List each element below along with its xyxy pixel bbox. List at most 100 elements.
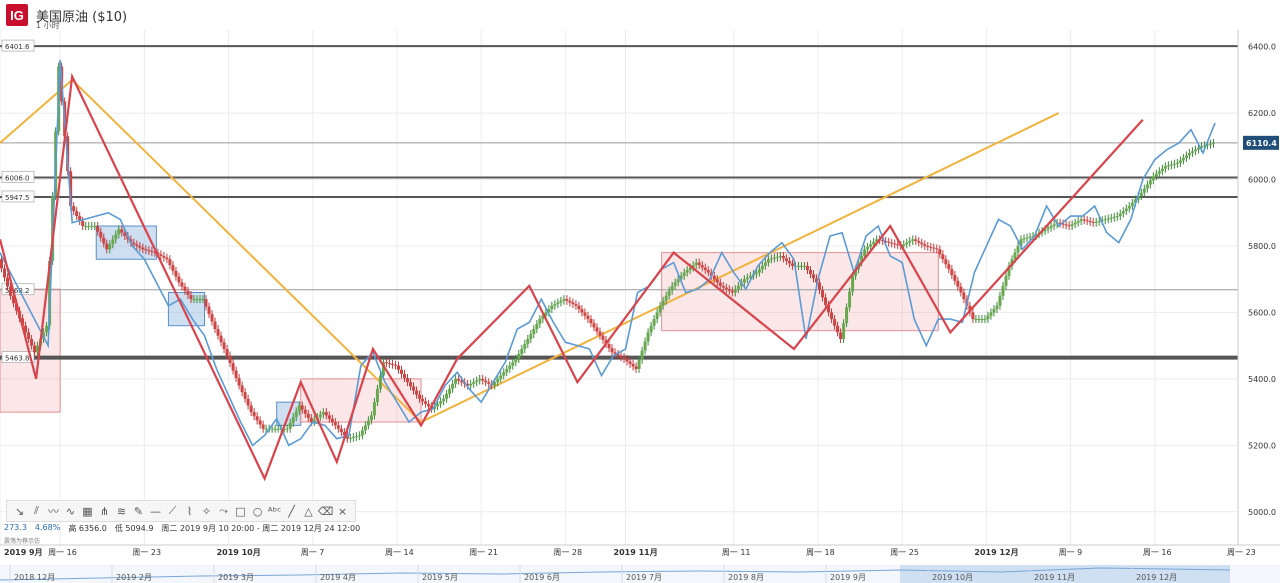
gann-icon[interactable]: ✧ [201, 504, 212, 518]
arrow-icon[interactable]: ╱ [288, 504, 295, 518]
candle-body [571, 302, 575, 305]
candle-body [923, 244, 927, 246]
candle-body [805, 265, 809, 271]
ellipse-icon[interactable]: ○ [252, 504, 263, 518]
candle-body [1052, 224, 1056, 227]
candle-body [902, 244, 906, 246]
candle-body [27, 332, 31, 339]
candle-body [195, 299, 199, 301]
candle-body [718, 282, 722, 286]
last-price-label: 6110.4 [1246, 139, 1277, 148]
ruler-icon[interactable]: ⟋ [168, 504, 177, 517]
candle-body [754, 272, 758, 275]
x-tick-label: 周一 28 [553, 548, 582, 557]
candle-body [640, 350, 644, 360]
triangle-icon[interactable]: △ [304, 504, 313, 518]
candle-body [583, 312, 587, 316]
candle-body [655, 312, 659, 320]
candle-body [1049, 226, 1053, 228]
candle-body [381, 362, 385, 376]
zigzag-icon[interactable]: 〰 [48, 505, 59, 518]
candle-body [559, 300, 563, 303]
candle-body [505, 368, 509, 373]
candle-body [357, 435, 361, 437]
candle-body [6, 277, 10, 287]
candle-body [1211, 142, 1215, 144]
candle-body [772, 257, 776, 259]
candle-body [763, 262, 767, 266]
candle-body [908, 240, 912, 243]
candle-body [132, 242, 136, 245]
pitchfork-icon[interactable]: ⋔ [99, 504, 110, 518]
navigator-label: 2019 9月 [830, 573, 866, 582]
candle-body [974, 319, 978, 321]
candle-body [787, 260, 791, 264]
candle-body [1202, 145, 1206, 147]
fib-icon[interactable]: ≋ [116, 504, 127, 518]
navigator-label: 2019 6月 [524, 573, 560, 582]
candle-body [956, 280, 960, 287]
brush-icon[interactable]: ⌇ [186, 504, 193, 518]
trend-line-icon[interactable]: ↘ [14, 504, 25, 518]
candle-body [842, 323, 846, 339]
candle-body [294, 411, 298, 418]
text-icon[interactable]: ᴬᵇᶜ [267, 504, 282, 518]
candle-body [321, 412, 325, 415]
candle-body [222, 342, 226, 349]
candle-body [757, 269, 761, 273]
eraser-icon[interactable]: ⌫ [317, 504, 334, 518]
candle-body [123, 232, 127, 236]
level-label: 6401.6 [5, 43, 30, 51]
instrument-title: 美国原油 ($10) [36, 9, 128, 25]
grid-icon[interactable]: ▦ [82, 504, 93, 518]
candle-body [911, 239, 915, 241]
candle-body [348, 437, 352, 439]
candle-body [802, 265, 806, 267]
candle-body [679, 275, 683, 280]
candle-body [589, 319, 593, 324]
candle-body [387, 363, 391, 365]
candle-body [914, 239, 918, 241]
highlight-box [167, 291, 206, 327]
candle-body [135, 244, 139, 246]
candle-body [138, 245, 142, 248]
drawing-toolbar: ↘ ⫽ 〰 ∿ ▦ ⋔ ≋ ✎ — ⟋ ⌇ ✧ ⤳ □ ○ ᴬᵇᶜ ╱ △ ⌫ × [6, 500, 356, 522]
navigator-label: 2018 12月 [14, 573, 55, 582]
candle-body [860, 255, 864, 263]
close-icon[interactable]: × [337, 504, 348, 518]
candle-body [547, 309, 551, 313]
candle-body [264, 428, 268, 430]
candle-body [598, 331, 602, 336]
candle-body [839, 332, 843, 339]
candle-body [472, 382, 476, 384]
x-tick-label: 周一 11 [722, 548, 751, 557]
y-tick-label: 5600.0 [1248, 308, 1276, 317]
candle-body [1193, 149, 1197, 152]
candle-body [836, 325, 840, 333]
path-icon[interactable]: ⤳ [219, 504, 228, 517]
candle-body [658, 305, 662, 313]
wave-icon[interactable]: ∿ [65, 504, 76, 518]
candle-body [977, 319, 981, 321]
candle-body [1142, 188, 1146, 193]
candle-body [845, 307, 849, 324]
candle-body [893, 243, 897, 245]
candle-body [724, 287, 728, 290]
candle-body [21, 318, 25, 326]
candle-body [1133, 199, 1137, 203]
candle-body [1079, 219, 1083, 222]
candle-body [712, 275, 716, 280]
parallel-channel-icon[interactable]: ⫽ [34, 504, 39, 517]
candle-body [1121, 211, 1125, 214]
candle-body [436, 403, 440, 407]
candle-body [1082, 219, 1086, 221]
horizontal-line-icon[interactable]: — [150, 504, 161, 518]
candle-body [120, 229, 124, 233]
candle-body [796, 265, 800, 267]
pen-icon[interactable]: ✎ [133, 504, 144, 518]
candle-body [207, 306, 211, 315]
rectangle-icon[interactable]: □ [235, 504, 246, 518]
candle-body [363, 425, 367, 431]
candle-body [147, 250, 151, 252]
